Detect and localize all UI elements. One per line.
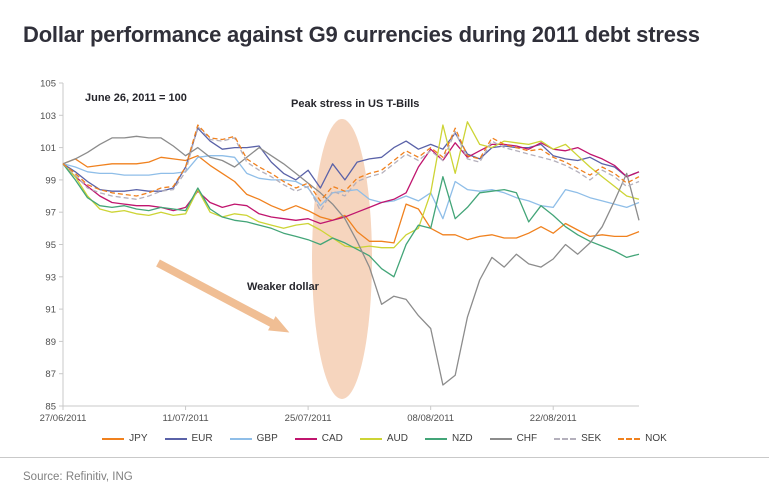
legend-label: JPY [129,433,148,444]
legend-label: AUD [386,433,409,444]
series-line-sek [62,125,640,212]
series-line-aud [62,121,640,249]
series-line-gbp [62,155,640,220]
x-axis-label: 22/08/2011 [530,413,577,424]
legend-label: GBP [256,433,278,444]
legend-item-nok: NOK [618,433,667,444]
chart-title: Dollar performance against G9 currencies… [23,22,700,47]
legend-item-nzd: NZD [425,433,473,444]
legend-swatch-eur [164,437,187,440]
legend-label: NOK [645,433,667,444]
index-note: June 26, 2011 = 100 [85,92,187,104]
source-footer: Source: Refinitiv, ING [0,457,769,501]
source-text: Source: Refinitiv, ING [23,471,133,483]
legend-swatch-nok [618,437,641,440]
series-line-nok [62,124,640,202]
legend-label: CHF [516,433,538,444]
legend-item-cad: CAD [294,433,343,444]
x-axis-label: 08/08/2011 [407,413,454,424]
y-axis-label: 95 [45,240,56,251]
series-line-chf [62,135,640,386]
y-axis-label: 101 [40,143,56,154]
weaker-dollar-arrowhead [268,316,290,333]
y-axis-label: 105 [40,79,56,90]
legend-item-jpy: JPY [102,433,148,444]
chart-canvas: 85 87 89 91 93 95 97 99 101 103 105 27/06/2011 11/07… [40,79,640,424]
chart-legend: JPY EUR GBP CAD AUD NZD CHF SEK NOK [0,433,769,444]
legend-swatch-gbp [229,437,252,440]
weaker-dollar-label: Weaker dollar [247,281,320,293]
legend-swatch-cad [294,437,317,440]
y-axis-label: 89 [45,337,56,348]
y-axis-label: 93 [45,272,56,283]
legend-item-eur: EUR [164,433,213,444]
legend-item-chf: CHF [489,433,538,444]
y-axis-label: 87 [45,369,56,380]
weaker-dollar-arrow [156,259,279,330]
legend-swatch-jpy [102,437,125,440]
series-line-jpy [62,155,640,244]
series-line-eur [62,127,640,192]
y-axis-label: 91 [45,305,56,316]
x-axis-label: 25/07/2011 [285,413,332,424]
series-line-cad [62,142,640,225]
x-axis-label: 11/07/2011 [162,413,208,424]
legend-swatch-sek [554,437,577,440]
legend-item-gbp: GBP [229,433,278,444]
legend-label: CAD [321,433,343,444]
series-line-nzd [62,163,640,278]
x-axis-label: 27/06/2011 [40,413,87,424]
legend-swatch-chf [489,437,512,440]
legend-label: SEK [581,433,602,444]
legend-swatch-aud [359,437,382,440]
legend-label: EUR [191,433,213,444]
y-axis-label: 85 [45,402,56,413]
peak-stress-label: Peak stress in US T-Bills [291,98,419,110]
chart-area: 85 87 89 91 93 95 97 99 101 103 105 27/06/2011 11/07… [25,76,685,428]
legend-item-aud: AUD [359,433,409,444]
y-axis-label: 97 [45,208,56,219]
legend-swatch-nzd [425,437,448,440]
y-axis-label: 99 [45,175,56,186]
legend-label: NZD [452,433,473,444]
y-axis-label: 103 [40,111,56,122]
legend-item-sek: SEK [554,433,601,444]
